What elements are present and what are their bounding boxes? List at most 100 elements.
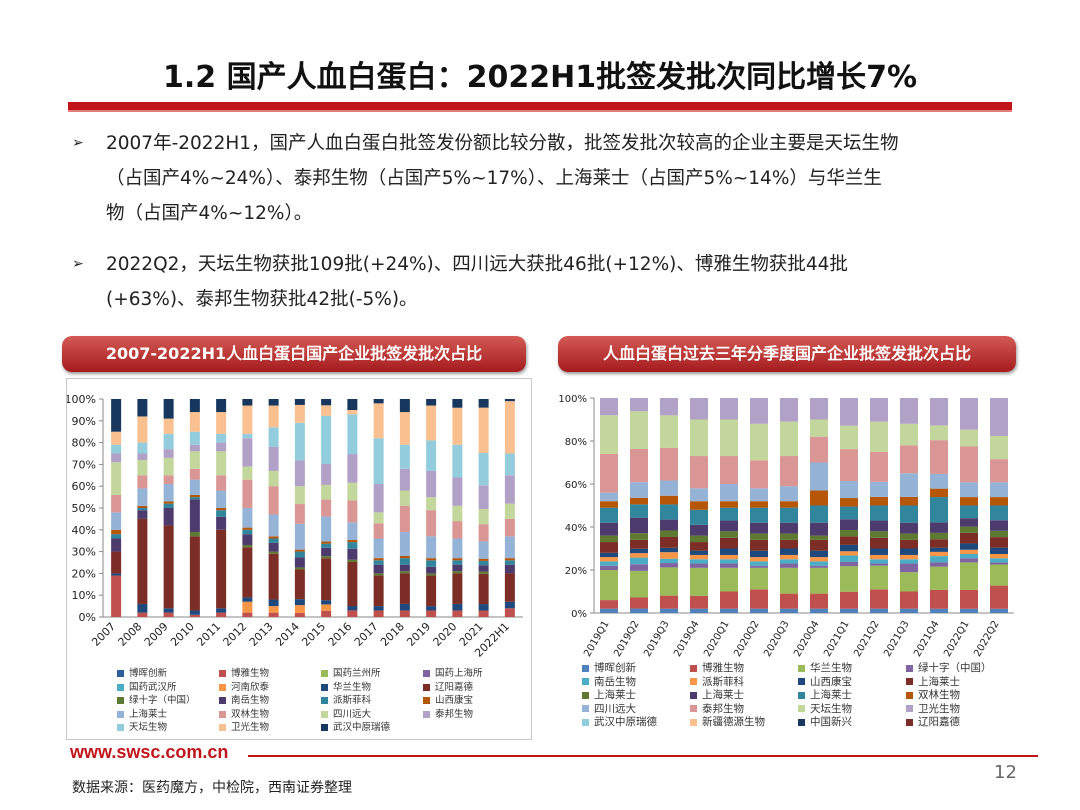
bar-segment-河南欣泰 xyxy=(321,604,332,611)
legend-item: 双林生物 xyxy=(906,687,960,702)
bar-segment-新疆德源生物 xyxy=(960,429,978,447)
legend-item: 武汉中原瑞德 xyxy=(321,719,390,733)
bar-segment-华兰生物 xyxy=(900,572,918,592)
bar-segment-双林生物 xyxy=(870,531,888,538)
legend-label: 绿十字（中国） xyxy=(918,662,992,674)
bar-segment-四川远大 xyxy=(163,457,174,476)
bar-segment-绿十字（中国） xyxy=(780,563,798,568)
bar-segment-武汉中原瑞德 xyxy=(750,460,768,489)
legend-item: 派斯菲科 xyxy=(690,674,744,689)
bar-segment-山西康宝 xyxy=(600,552,618,558)
y-tick-label: 0% xyxy=(79,611,96,624)
legend-swatch xyxy=(219,683,226,691)
bar-segment-武汉中原瑞德 xyxy=(960,446,978,483)
bar-segment-武汉中原瑞德 xyxy=(399,399,410,413)
bar-segment-泰邦生物 xyxy=(990,505,1008,521)
x-tick-label: 2020Q3 xyxy=(762,619,791,659)
bar-segment-四川远大 xyxy=(810,522,828,536)
bar-segment-河南欣泰 xyxy=(242,601,253,613)
legend-label: 武汉中原瑞德 xyxy=(594,716,657,728)
bar-segment-武汉中原瑞德 xyxy=(840,449,858,482)
bar-segment-卫光生物 xyxy=(111,431,122,445)
bar-segment-武汉中原瑞德 xyxy=(870,451,888,482)
bar-segment-泰邦生物 xyxy=(660,504,678,520)
y-tick-label: 70% xyxy=(72,458,96,471)
bar-segment-南岳生物 xyxy=(294,557,305,568)
bar-segment-泰邦生物 xyxy=(452,477,463,506)
bar-segment-武汉中原瑞德 xyxy=(111,399,122,432)
legend-swatch xyxy=(321,697,328,704)
bar-segment-新疆德源生物 xyxy=(900,423,918,446)
bar-segment-派斯菲科 xyxy=(750,557,768,562)
bar-segment-四川远大 xyxy=(930,522,948,533)
legend-item: 上海莱士 xyxy=(117,706,167,720)
bar-segment-博雅生物 xyxy=(399,610,410,617)
bar-segment-南岳生物 xyxy=(268,542,279,552)
bar-segment-上海莱士 xyxy=(720,537,738,549)
bar-segment-博晖创新 xyxy=(720,608,738,613)
bar-segment-天坛生物 xyxy=(268,427,279,447)
bar-segment-卫光生物 xyxy=(399,412,410,445)
bar-segment-泰邦生物 xyxy=(216,442,227,452)
bar-segment-双林生物 xyxy=(720,531,738,538)
legend-swatch xyxy=(219,724,226,731)
bar-segment-博雅生物 xyxy=(504,608,515,617)
bar-segment-中国新兴 xyxy=(780,398,798,422)
bar-segment-天坛生物 xyxy=(600,501,618,508)
bar-segment-华兰生物 xyxy=(690,567,708,596)
bar-segment-武汉中原瑞德 xyxy=(504,399,515,402)
bar-segment-武汉中原瑞德 xyxy=(452,399,463,408)
bar-segment-博雅生物 xyxy=(373,610,384,617)
legend-item: 南岳生物 xyxy=(219,692,269,706)
bar-segment-双林生物 xyxy=(268,486,279,515)
legend-swatch xyxy=(321,670,328,677)
website-url[interactable]: www.swsc.com.cn xyxy=(70,742,229,762)
bar-segment-博雅生物 xyxy=(870,589,888,609)
bar-segment-南岳生物 xyxy=(399,564,410,572)
bar-segment-武汉中原瑞德 xyxy=(347,399,358,411)
bar-segment-中国新兴 xyxy=(930,398,948,426)
bar-segment-双林生物 xyxy=(452,521,463,539)
bar-segment-中国新兴 xyxy=(960,398,978,430)
bar-segment-辽阳嘉德 xyxy=(478,573,489,605)
bar-segment-山西康宝 xyxy=(960,543,978,550)
bar-segment-卫光生物 xyxy=(990,482,1008,498)
bar-segment-天坛生物 xyxy=(780,501,798,508)
bar-segment-四川远大 xyxy=(242,466,253,480)
bar-segment-派斯菲科 xyxy=(930,551,948,557)
bar-segment-辽阳嘉德 xyxy=(321,558,332,601)
bar-segment-派斯菲科 xyxy=(660,552,678,559)
bar-segment-南岳生物 xyxy=(840,555,858,562)
bar-segment-四川远大 xyxy=(137,460,148,476)
bar-segment-卫光生物 xyxy=(426,405,437,441)
bar-segment-派斯菲科 xyxy=(960,549,978,554)
bar-segment-泰邦生物 xyxy=(111,453,122,463)
bar-segment-博晖创新 xyxy=(870,608,888,613)
bar-segment-天坛生物 xyxy=(840,498,858,507)
x-tick-label: 2022Q1 xyxy=(942,619,971,659)
bar-segment-武汉中原瑞德 xyxy=(294,399,305,405)
x-tick-label: 2022Q2 xyxy=(972,619,1001,659)
bar-segment-派斯菲科 xyxy=(870,554,888,560)
right-stacked-bar-chart: 0% 20% 40% 60% 80% 100% 2019Q1 2019Q2 2019Q3 2019… xyxy=(558,394,1014,659)
bar-segment-上海莱士 xyxy=(960,532,978,544)
bar-segment-博晖创新 xyxy=(600,608,618,613)
bar-segment-卫光生物 xyxy=(373,403,384,439)
legend-swatch xyxy=(423,697,430,704)
bar-segment-泰邦生物 xyxy=(189,444,200,452)
bar-segment-南岳生物 xyxy=(660,558,678,564)
legend-label: 山西康宝 xyxy=(810,675,852,688)
bar-segment-上海莱士 xyxy=(660,536,678,548)
bar-segment-绿十字（中国） xyxy=(347,559,358,562)
bar-segment-博雅生物 xyxy=(111,575,122,617)
legend-swatch xyxy=(690,691,697,699)
bar-segment-天坛生物 xyxy=(750,501,768,508)
bar-segment-华兰生物 xyxy=(870,565,888,590)
bar-segment-博晖创新 xyxy=(780,608,798,613)
bar-segment-辽阳嘉德 xyxy=(163,525,174,609)
bar-segment-派斯菲科 xyxy=(720,554,738,560)
bar-segment-中国新兴 xyxy=(630,398,648,412)
bar-segment-华兰生物 xyxy=(990,564,1008,586)
bar-segment-派斯菲科 xyxy=(294,551,305,558)
legend-item: 中国新兴 xyxy=(798,714,852,729)
